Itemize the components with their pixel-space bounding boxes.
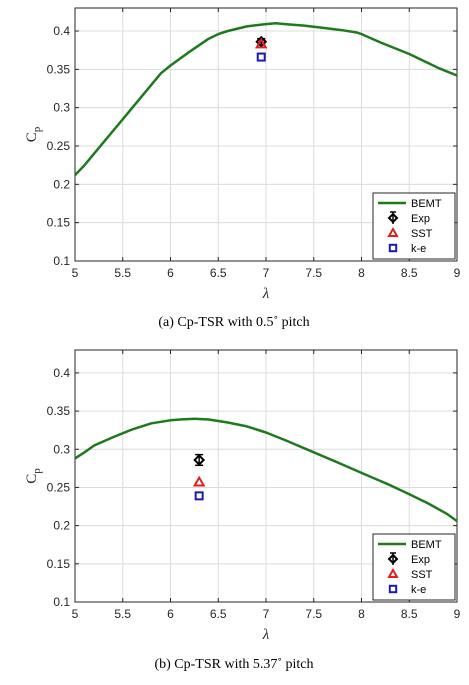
y-tick-label: 0.25 [47,139,71,153]
y-tick-label: 0.25 [47,480,71,494]
legend-ke-swatch [388,243,398,253]
y-tick-label: 0.4 [53,366,70,380]
legend-exp-swatch [387,553,399,565]
x-tick-label: 9 [454,607,461,621]
x-tick-label: 8.5 [401,266,418,280]
y-tick-label: 0.1 [53,254,70,268]
x-tick-label: 8.5 [401,607,418,621]
legend-label: SST [411,228,433,240]
y-axis-label: Cp [24,468,43,484]
y-tick-label: 0.2 [53,519,70,533]
y-axis-label: Cp [24,126,43,142]
legend-label: SST [411,569,433,581]
legend-label: BEMT [411,198,442,210]
x-tick-label: 7.5 [305,266,322,280]
y-tick-label: 0.2 [53,177,70,191]
x-tick-label: 5 [72,266,79,280]
x-axis-label: λ [262,627,270,643]
ke-marker [256,52,266,62]
y-axis-label-main: C [24,474,40,484]
chart-b: 5 5.5 6 6.5 7 7.5 8 8.5 9 0.1 0.15 0.2 0.25 0.3 0.35 0.… [24,349,461,672]
y-tick-label: 0.4 [53,24,70,38]
sst-marker [192,475,206,487]
exp-marker [193,454,206,466]
sst-marker [255,37,268,49]
y-axis-label-subscript: p [31,468,43,474]
x-tick-label: 5 [72,607,79,621]
x-tick-label: 7 [263,607,270,621]
x-tick-label: 6 [167,266,174,280]
x-tick-label: 5.5 [114,607,131,621]
legend-label: BEMT [411,539,442,551]
legend-label: Exp [411,554,430,566]
legend-sst-swatch [387,226,399,237]
figure-caption: (a) Cp-TSR with 0.5˚ pitch [158,315,309,330]
legend-label: k-e [411,243,426,255]
y-tick-label: 0.3 [53,101,70,115]
x-tick-label: 6.5 [210,607,227,621]
x-tick-label: 6.5 [210,266,227,280]
x-tick-label: 5.5 [114,266,131,280]
legend-exp-swatch [387,212,399,224]
x-tick-label: 8 [358,266,365,280]
chart-a: 5 5.5 6 6.5 7 7.5 8 8.5 9 0.1 0.15 0.2 0.25 0.3 0.35 0.… [24,7,461,330]
legend-ke-swatch [388,584,398,594]
y-tick-label: 0.1 [53,595,70,609]
figure-caption: (b) Cp-TSR with 5.37˚ pitch [154,657,313,672]
bemt-line [74,417,458,523]
legend-sst-swatch [387,567,399,578]
y-tick-label: 0.3 [53,442,70,456]
y-tick-label: 0.35 [47,62,71,76]
legend-label: k-e [411,584,426,596]
exp-marker [255,35,268,48]
x-tick-label: 7 [263,266,270,280]
y-tick-label: 0.15 [47,216,71,230]
y-tick-label: 0.35 [47,404,71,418]
legend-label: Exp [411,213,430,225]
x-tick-label: 9 [454,266,461,280]
y-axis-label-subscript: p [31,126,43,132]
ke-marker [194,491,204,501]
y-tick-label: 0.15 [47,557,71,571]
bemt-line [74,22,458,176]
x-axis-label: λ [262,286,270,302]
x-tick-label: 6 [167,607,174,621]
x-tick-label: 7.5 [305,607,322,621]
x-tick-label: 8 [358,607,365,621]
y-axis-label-main: C [24,132,40,142]
